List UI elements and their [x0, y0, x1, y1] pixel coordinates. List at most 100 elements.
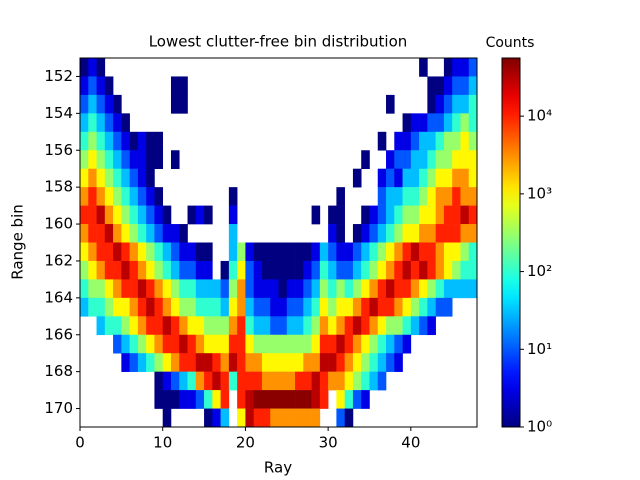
heatmap-cell — [88, 224, 97, 243]
heatmap-cell — [121, 113, 130, 133]
heatmap-cell — [129, 260, 139, 280]
heatmap-cell — [336, 260, 345, 280]
heatmap-cell — [352, 371, 362, 391]
heatmap-cell — [187, 334, 197, 354]
heatmap-cell — [146, 353, 155, 372]
heatmap-cell — [452, 168, 461, 188]
heatmap-cell — [303, 408, 312, 428]
heatmap-cell — [443, 150, 453, 169]
heatmap-cell — [80, 131, 89, 151]
heatmap-cell — [410, 187, 420, 206]
heatmap-cell — [179, 371, 188, 391]
heatmap-cell — [452, 187, 461, 206]
heatmap-cell — [121, 187, 130, 206]
heatmap-cell — [113, 131, 122, 151]
heatmap-cell — [352, 260, 362, 280]
heatmap-cell — [96, 279, 106, 299]
heatmap-cell — [344, 353, 354, 372]
heatmap-cell — [270, 371, 279, 391]
heatmap-cell — [344, 242, 354, 262]
heatmap-cell — [311, 242, 321, 262]
heatmap-cell — [253, 279, 263, 299]
heatmap-cell — [104, 150, 114, 169]
heatmap-cell — [386, 297, 395, 317]
heatmap-cell — [220, 371, 230, 391]
heatmap-cell — [460, 242, 470, 262]
heatmap-cell — [237, 297, 246, 317]
heatmap-cell — [204, 371, 213, 391]
heatmap-cell — [113, 113, 122, 133]
heatmap-cell — [88, 168, 97, 188]
heatmap-cell — [104, 94, 114, 114]
heatmap-cell — [468, 242, 478, 262]
heatmap-cell — [352, 224, 362, 243]
heatmap-cell — [328, 260, 337, 280]
heatmap-cell — [162, 353, 172, 372]
heatmap-cell — [377, 353, 387, 372]
heatmap-cell — [162, 242, 172, 262]
heatmap-cell — [402, 113, 412, 133]
heatmap-cell — [386, 94, 395, 114]
heatmap-cell — [187, 390, 197, 409]
heatmap-cell — [170, 260, 180, 280]
heatmap-cell — [80, 58, 89, 77]
heatmap-cell — [278, 371, 288, 391]
heatmap-cell — [427, 113, 436, 133]
heatmap-cell — [154, 279, 164, 299]
heatmap-cell — [311, 353, 321, 372]
heatmap-cell — [361, 205, 370, 225]
heatmap-cell — [187, 353, 197, 372]
heatmap-cell — [204, 316, 213, 336]
heatmap-cell — [452, 279, 461, 299]
heatmap-cell — [468, 205, 478, 225]
heatmap-cell — [278, 408, 288, 428]
heatmap-cell — [460, 260, 470, 280]
heatmap-cell — [377, 260, 387, 280]
heatmap-cell — [121, 316, 130, 336]
heatmap-cell — [80, 260, 89, 280]
colorbar-tick-label: 10¹ — [527, 340, 552, 358]
heatmap-cell — [410, 150, 420, 169]
heatmap-cell — [443, 113, 453, 133]
heatmap-cell — [311, 297, 321, 317]
x-axis-label: Ray — [264, 459, 292, 477]
heatmap-cell — [336, 279, 345, 299]
heatmap-cell — [361, 297, 370, 317]
heatmap-cell — [303, 371, 312, 391]
heatmap-cell — [270, 390, 279, 409]
heatmap-cell — [328, 242, 337, 262]
heatmap-cell — [435, 150, 445, 169]
heatmap-cell — [427, 242, 436, 262]
heatmap-cell — [146, 279, 155, 299]
heatmap-cell — [286, 297, 296, 317]
heatmap-cell — [435, 279, 445, 299]
heatmap-cell — [179, 297, 188, 317]
heatmap-cell — [261, 334, 271, 354]
heatmap-cell — [104, 205, 114, 225]
heatmap-cell — [402, 205, 412, 225]
heatmap-cell — [220, 408, 230, 428]
heatmap-cell — [137, 279, 147, 299]
heatmap-cell — [402, 168, 412, 188]
heatmap-cell — [361, 334, 370, 354]
heatmap-cell — [361, 150, 370, 169]
x-tick-label: 40 — [401, 434, 420, 452]
heatmap-cell — [427, 297, 436, 317]
heatmap-cell — [410, 260, 420, 280]
heatmap-cell — [220, 316, 230, 336]
heatmap-cell — [336, 316, 345, 336]
heatmap-cell — [443, 260, 453, 280]
heatmap-cell — [179, 76, 188, 96]
heatmap-cell — [204, 408, 213, 428]
y-axis-label: Range bin — [9, 204, 27, 280]
heatmap-cell — [410, 242, 420, 262]
heatmap-cell — [253, 316, 263, 336]
heatmap-cell — [468, 113, 478, 133]
heatmap-cell — [443, 58, 453, 77]
heatmap-cell — [319, 371, 329, 391]
heatmap-cell — [295, 260, 304, 280]
heatmap-cell — [443, 205, 453, 225]
heatmap-cell — [303, 279, 312, 299]
heatmap-cell — [311, 371, 321, 391]
heatmap-cell — [427, 205, 436, 225]
